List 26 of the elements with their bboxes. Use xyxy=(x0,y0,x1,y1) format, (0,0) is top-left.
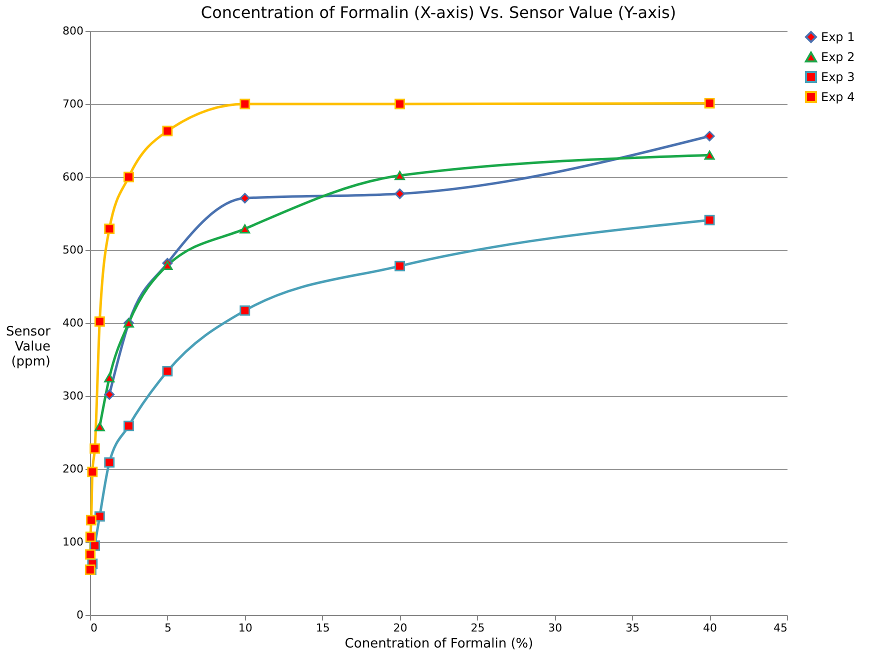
x-tick-label: 30 xyxy=(548,622,562,634)
y-tick-label: 600 xyxy=(62,170,84,184)
x-tick-label: 10 xyxy=(238,622,252,634)
y-tick-label: 500 xyxy=(62,244,84,256)
x-tick-label: 40 xyxy=(703,622,718,634)
legend-label: Exp 3 xyxy=(821,70,855,84)
y-tick-label: 100 xyxy=(62,536,84,548)
y-axis-title: Sensor Value (ppm) xyxy=(6,324,52,370)
y-tick-label: 300 xyxy=(62,390,84,402)
x-tick-label: 25 xyxy=(470,622,485,634)
chart-title: Concentration of Formalin (X-axis) Vs. Sensor Value (Y-axis) xyxy=(200,3,676,22)
legend-label: Exp 4 xyxy=(821,90,855,104)
legend-label: Exp 2 xyxy=(821,50,855,64)
y-tick-label: 0 xyxy=(76,608,84,622)
y-tick-label: 800 xyxy=(62,24,84,38)
x-tick-label: 45 xyxy=(774,622,788,634)
x-tick-label: 0 xyxy=(90,622,98,634)
y-tick-label: 700 xyxy=(62,98,84,110)
x-tick-label: 20 xyxy=(393,622,408,634)
x-axis-title: Conentration of Formalin (%) xyxy=(344,636,534,652)
legend-label: Exp 1 xyxy=(821,30,855,44)
y-tick-label: 200 xyxy=(62,462,84,476)
x-tick-label: 35 xyxy=(626,622,640,634)
x-tick-label: 5 xyxy=(164,622,172,634)
x-tick-label: 15 xyxy=(316,622,330,634)
y-tick-label: 400 xyxy=(62,316,84,330)
